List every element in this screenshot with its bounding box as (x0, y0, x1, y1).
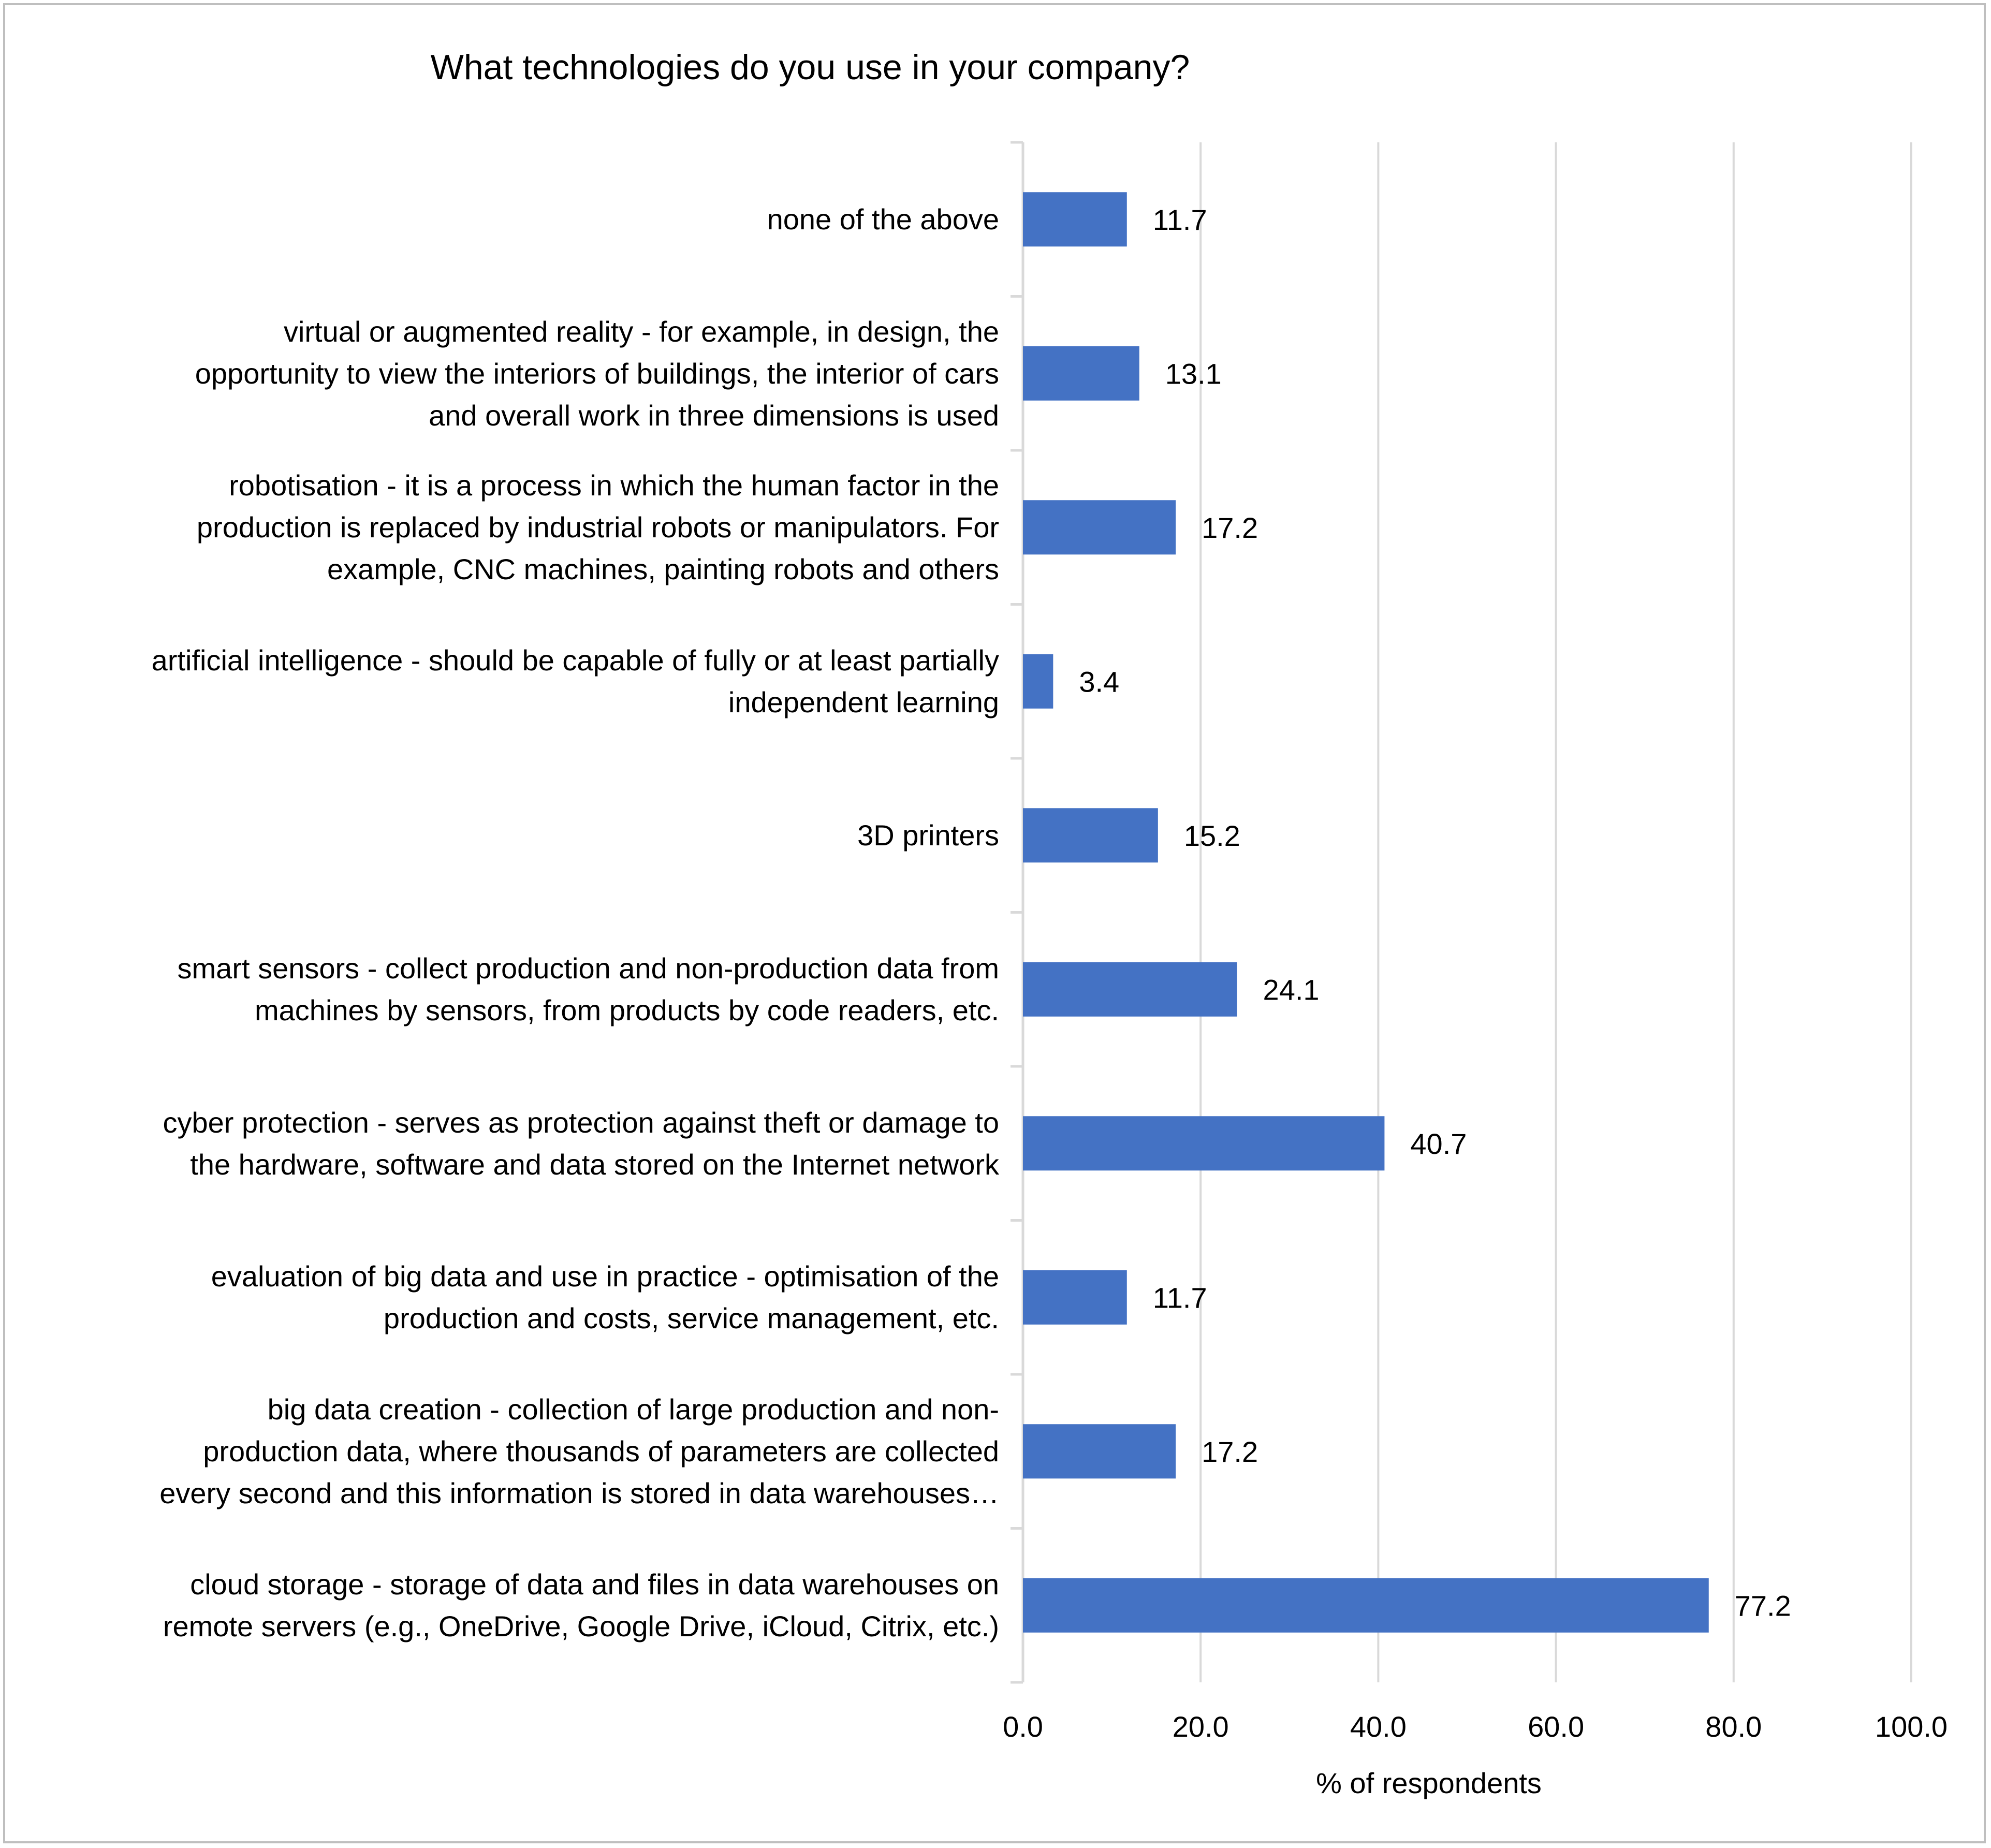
bar (1023, 1424, 1176, 1479)
x-tick-label: 100.0 (1875, 1710, 1948, 1743)
x-tick-label: 0.0 (1003, 1710, 1043, 1743)
data-label: 17.2 (1202, 1435, 1258, 1468)
bar (1023, 654, 1053, 709)
bar (1023, 192, 1127, 247)
bar (1023, 1578, 1709, 1633)
data-label: 11.7 (1153, 203, 1207, 236)
category-label: 3D printers (857, 819, 999, 852)
bar (1023, 346, 1139, 401)
category-label: big data creation - collection of large … (159, 1393, 999, 1510)
chart-title: What technologies do you use in your com… (430, 48, 1190, 87)
chart-frame: What technologies do you use in your com… (3, 3, 1986, 1843)
bar (1023, 962, 1237, 1017)
data-label: 24.1 (1263, 973, 1320, 1006)
bar (1023, 1270, 1127, 1325)
category-label: evaluation of big data and use in practi… (211, 1260, 999, 1335)
category-label: virtual or augmented reality - for examp… (195, 315, 999, 432)
data-label: 3.4 (1079, 665, 1119, 698)
data-label: 77.2 (1735, 1589, 1791, 1622)
category-label: cloud storage - storage of data and file… (163, 1568, 999, 1643)
data-label: 40.7 (1410, 1127, 1467, 1160)
x-tick-label: 60.0 (1528, 1710, 1584, 1743)
category-label: cyber protection - serves as protection … (163, 1106, 999, 1181)
category-label: artificial intelligence - should be capa… (151, 644, 999, 719)
bar (1023, 500, 1176, 555)
bar (1023, 1116, 1385, 1171)
bar (1023, 808, 1158, 863)
x-axis-title: % of respondents (1316, 1767, 1542, 1799)
x-tick-label: 80.0 (1705, 1710, 1762, 1743)
data-label: 17.2 (1202, 511, 1258, 544)
data-label: 15.2 (1184, 819, 1240, 852)
category-label: robotisation - it is a process in which … (196, 469, 999, 586)
category-label: smart sensors - collect production and n… (177, 952, 999, 1027)
x-tick-label: 40.0 (1350, 1710, 1407, 1743)
x-tick-label: 20.0 (1173, 1710, 1229, 1743)
data-label: 13.1 (1165, 357, 1222, 390)
data-label: 11.7 (1153, 1281, 1207, 1314)
category-label: none of the above (767, 203, 999, 236)
chart-plot-area: 0.0 20.0 40.0 60.0 80.0 100.0 11.7 13.1 17.2 3.4 1… (1003, 141, 1948, 1743)
